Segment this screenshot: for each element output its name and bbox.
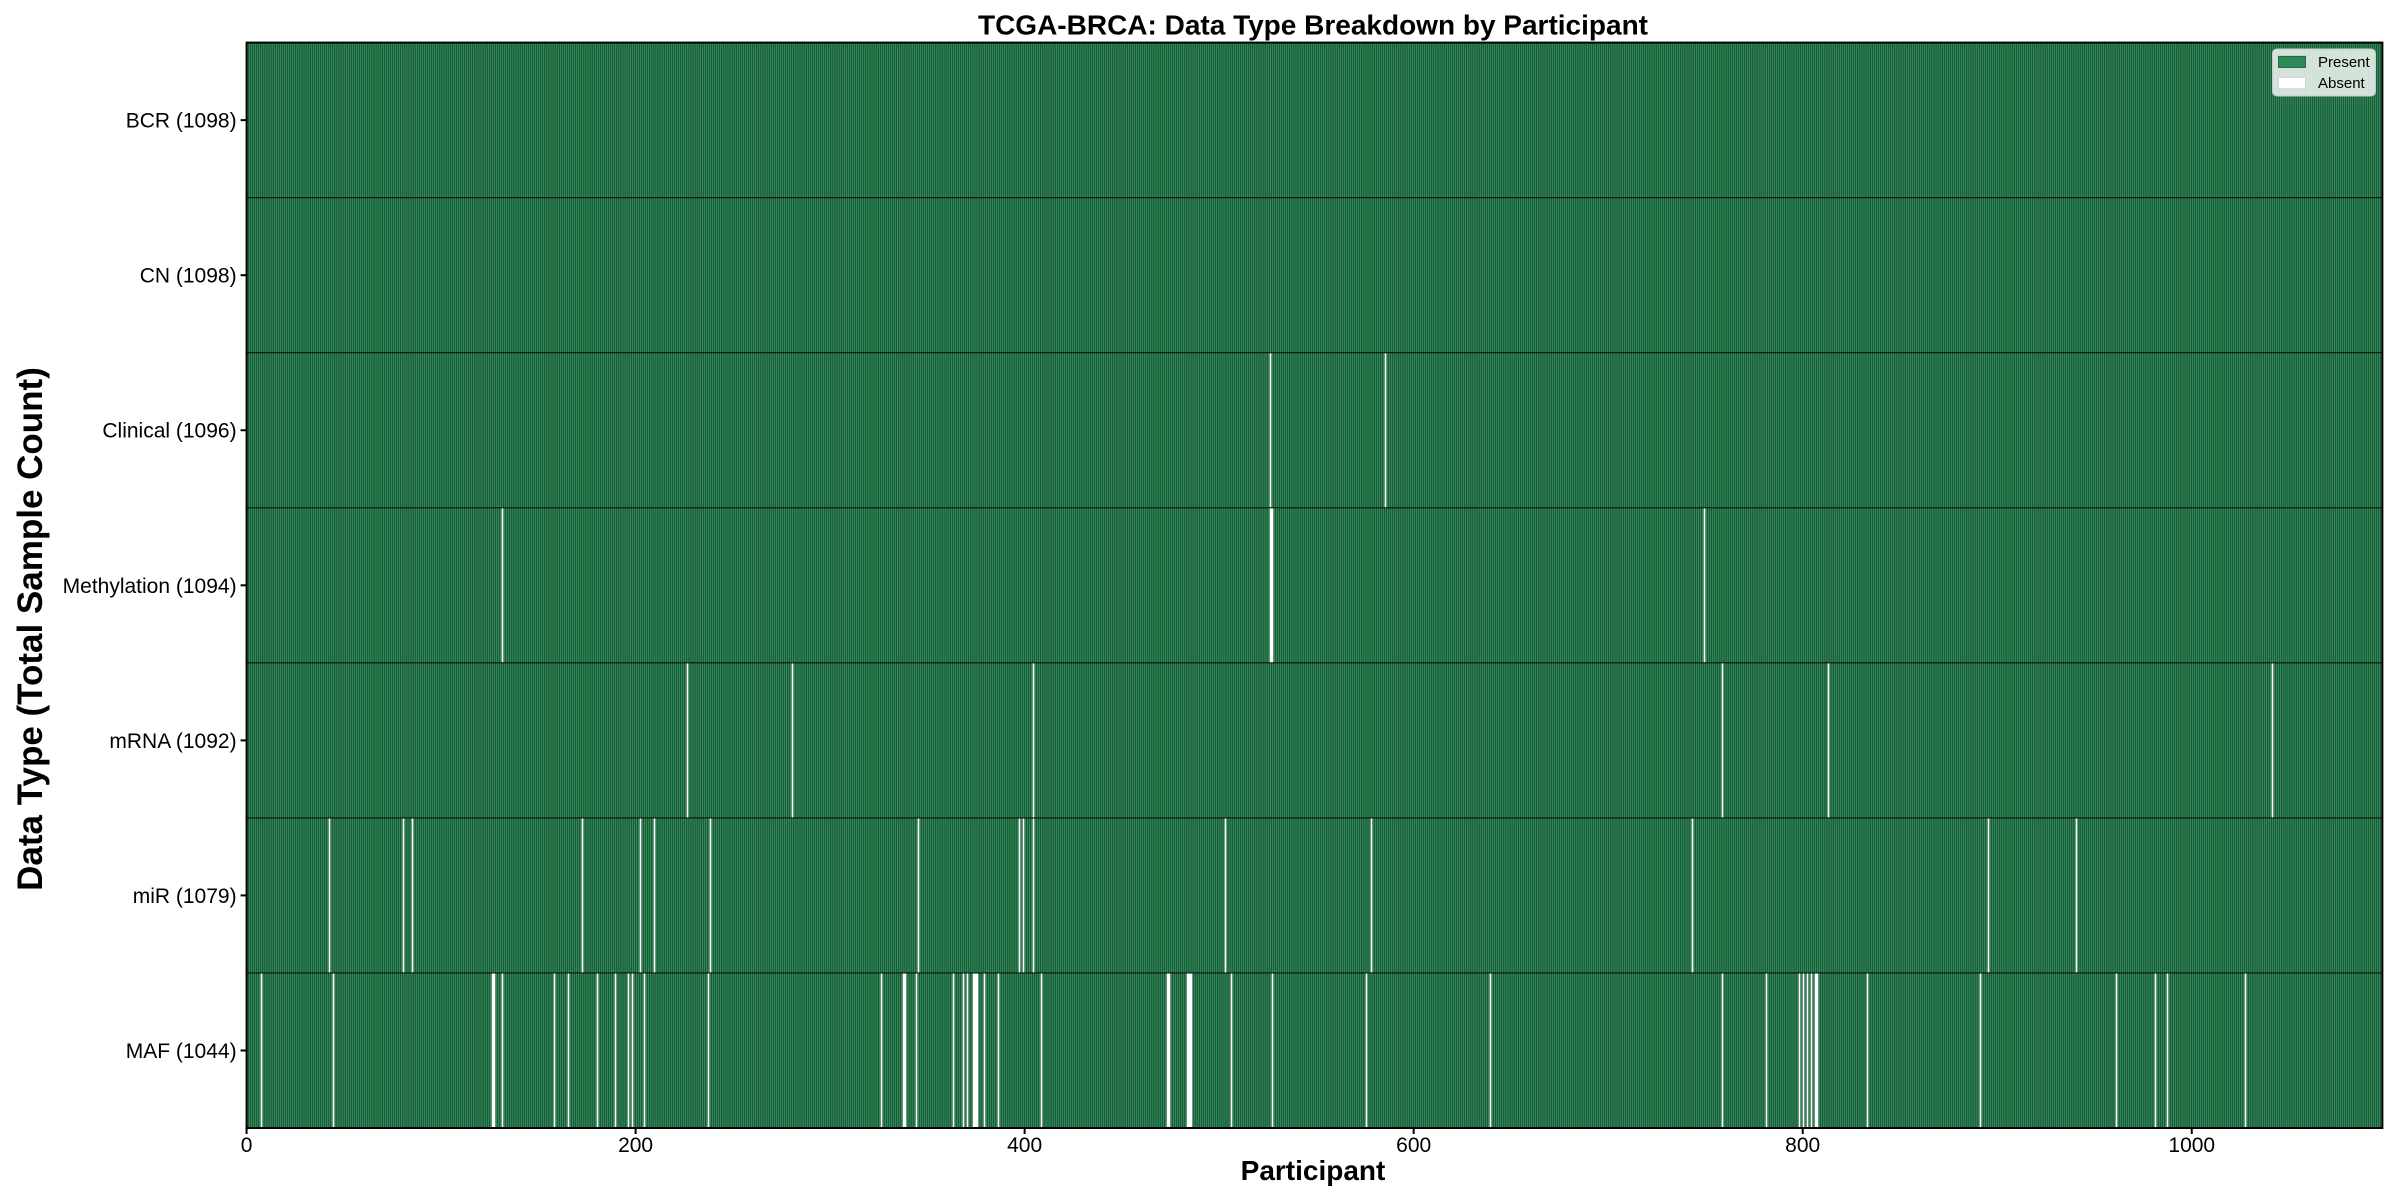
svg-text:mRNA (1092): mRNA (1092) [109,730,236,753]
svg-text:miR (1079): miR (1079) [133,885,237,908]
svg-text:Absent: Absent [2318,75,2366,92]
svg-text:Participant: Participant [1241,1155,1386,1186]
svg-text:0: 0 [241,1134,253,1157]
svg-text:1000: 1000 [2168,1134,2215,1157]
svg-text:Methylation (1094): Methylation (1094) [63,575,237,598]
svg-text:Data Type (Total Sample Count): Data Type (Total Sample Count) [11,367,50,891]
svg-text:CN (1098): CN (1098) [140,265,237,288]
svg-text:200: 200 [618,1134,653,1157]
svg-text:600: 600 [1396,1134,1431,1157]
svg-text:BCR (1098): BCR (1098) [126,110,237,133]
svg-text:Present: Present [2318,54,2371,71]
svg-text:400: 400 [1007,1134,1042,1157]
svg-text:800: 800 [1785,1134,1820,1157]
svg-text:Clinical (1096): Clinical (1096) [102,420,236,443]
svg-text:MAF (1044): MAF (1044) [126,1040,237,1063]
svg-text:TCGA-BRCA: Data Type Breakdown: TCGA-BRCA: Data Type Breakdown by Partic… [978,10,1648,41]
